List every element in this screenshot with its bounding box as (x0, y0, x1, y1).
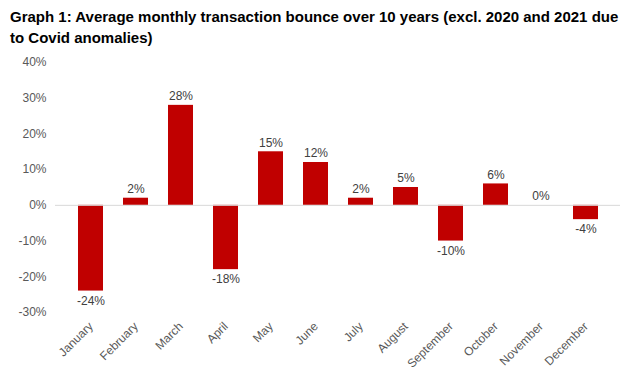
svg-text:March: March (152, 319, 185, 352)
svg-text:2%: 2% (352, 182, 370, 196)
svg-text:5%: 5% (397, 171, 415, 185)
svg-text:February: February (97, 319, 141, 363)
html-text:Graph 1: Average monthly trans: Graph 1: Average monthly transaction bou… (10, 8, 619, 46)
svg-text:-30%: -30% (18, 305, 46, 319)
svg-text:2%: 2% (127, 182, 145, 196)
svg-text:-18%: -18% (212, 272, 240, 286)
svg-text:30%: 30% (22, 91, 46, 105)
svg-text:-20%: -20% (18, 270, 46, 284)
svg-text:August: August (375, 319, 412, 356)
svg-text:28%: 28% (169, 89, 193, 103)
svg-text:July: July (341, 319, 366, 344)
svg-text:October: October (461, 319, 501, 359)
svg-text:40%: 40% (22, 55, 46, 69)
svg-text:June: June (293, 319, 322, 348)
svg-text:-4%: -4% (575, 222, 597, 236)
svg-text:November: November (497, 319, 546, 368)
svg-text:20%: 20% (22, 127, 46, 141)
svg-text:6%: 6% (487, 168, 505, 182)
svg-text:-24%: -24% (77, 294, 105, 308)
svg-text:0%: 0% (29, 198, 47, 212)
svg-text:15%: 15% (259, 136, 283, 150)
svg-text:10%: 10% (22, 162, 46, 176)
svg-text:-10%: -10% (18, 234, 46, 248)
svg-text:May: May (250, 319, 276, 345)
svg-text:December: December (542, 319, 591, 368)
svg-text:January: January (56, 319, 96, 359)
svg-text:0%: 0% (532, 189, 550, 203)
svg-text:April: April (204, 319, 231, 346)
svg-text:-10%: -10% (437, 244, 465, 258)
svg-text:September: September (404, 319, 455, 370)
svg-text:12%: 12% (304, 146, 328, 160)
